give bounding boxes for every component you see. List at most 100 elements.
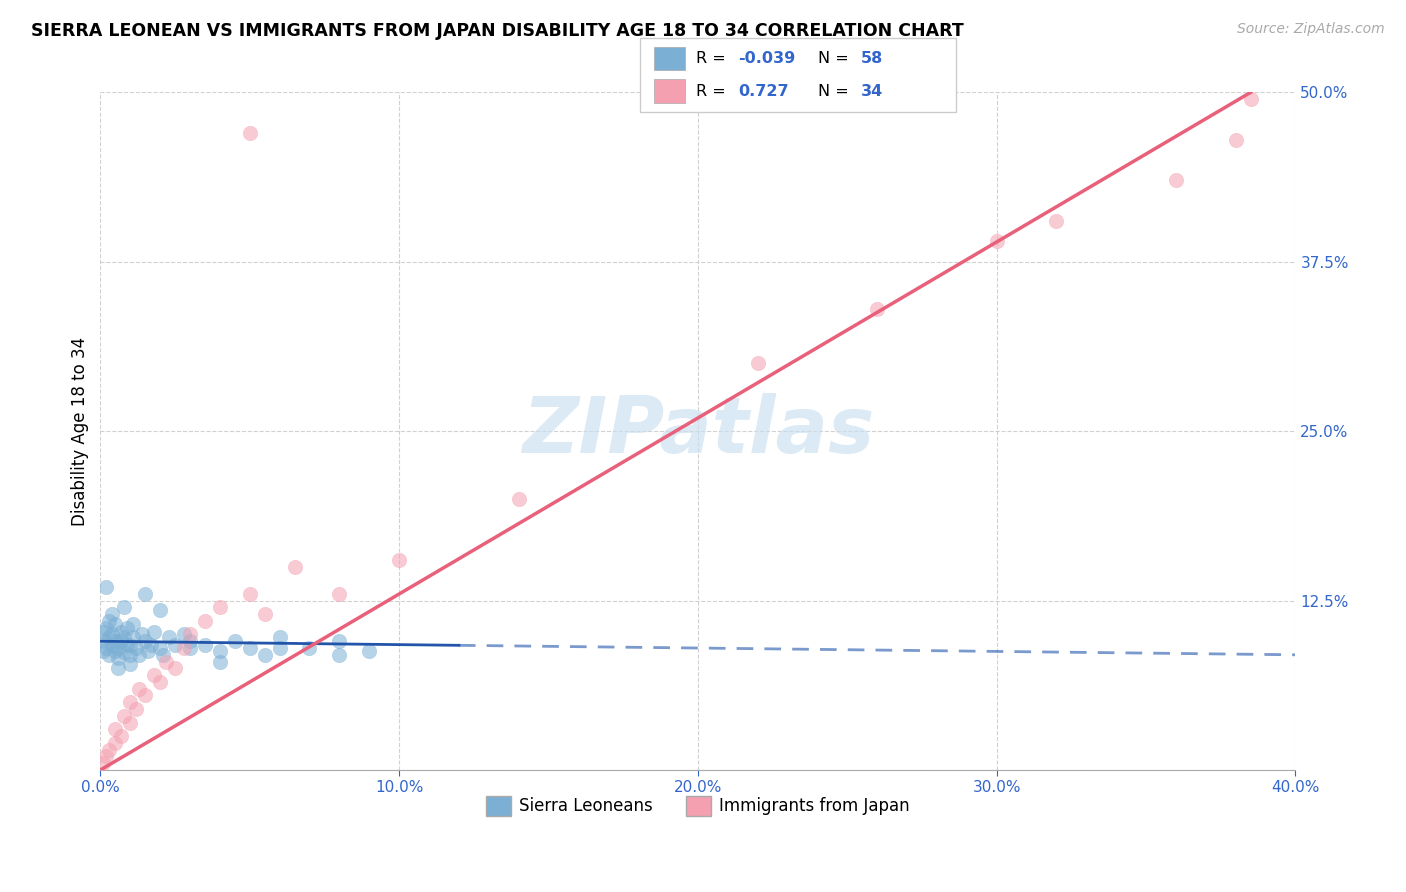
Point: [194, 614, 217, 628]
Point: [115, 621, 138, 635]
Point: [155, 655, 177, 669]
Point: [139, 638, 162, 652]
Point: [125, 702, 148, 716]
Point: [101, 627, 124, 641]
Point: [149, 603, 172, 617]
Point: [120, 638, 142, 652]
Point: [107, 650, 129, 665]
Point: [96, 749, 118, 764]
Point: [1045, 214, 1067, 228]
Point: [328, 587, 350, 601]
Point: [112, 708, 135, 723]
Text: N =: N =: [818, 84, 855, 98]
Y-axis label: Disability Age 18 to 34: Disability Age 18 to 34: [72, 336, 89, 525]
Point: [143, 624, 166, 639]
Point: [98, 614, 121, 628]
Point: [110, 634, 132, 648]
Point: [253, 607, 276, 621]
Point: [107, 661, 129, 675]
Point: [149, 640, 172, 655]
Point: [173, 640, 195, 655]
Point: [96, 580, 118, 594]
Point: [91, 624, 114, 639]
Point: [112, 600, 135, 615]
Point: [1164, 173, 1187, 187]
Point: [328, 634, 350, 648]
Point: [104, 616, 127, 631]
Point: [128, 681, 150, 696]
Point: [143, 668, 166, 682]
Point: [125, 640, 148, 655]
Point: [283, 559, 305, 574]
Point: [91, 644, 114, 658]
Text: 0.727: 0.727: [738, 84, 789, 98]
Point: [134, 634, 156, 648]
Point: [112, 630, 135, 644]
Point: [110, 729, 132, 743]
Text: 58: 58: [860, 52, 883, 66]
Point: [134, 587, 156, 601]
Point: [149, 674, 172, 689]
Point: [179, 627, 201, 641]
Point: [101, 607, 124, 621]
Text: N =: N =: [818, 52, 855, 66]
Point: [208, 600, 231, 615]
Point: [101, 638, 124, 652]
Point: [359, 644, 381, 658]
Point: [239, 126, 262, 140]
Point: [128, 648, 150, 662]
Point: [122, 630, 145, 644]
Point: [163, 638, 186, 652]
Point: [179, 640, 201, 655]
Point: [986, 235, 1008, 249]
Point: [269, 640, 291, 655]
Point: [98, 630, 121, 644]
Point: [136, 644, 159, 658]
Point: [388, 553, 411, 567]
Point: [104, 634, 127, 648]
Text: -0.039: -0.039: [738, 52, 796, 66]
Point: [104, 736, 127, 750]
Point: [173, 627, 195, 641]
Point: [866, 302, 889, 317]
Point: [98, 742, 121, 756]
Point: [1240, 92, 1263, 106]
Point: [253, 648, 276, 662]
Text: Source: ZipAtlas.com: Source: ZipAtlas.com: [1237, 22, 1385, 37]
Point: [194, 638, 217, 652]
Point: [112, 645, 135, 659]
Point: [120, 657, 142, 672]
Point: [269, 630, 291, 644]
Point: [120, 715, 142, 730]
Text: SIERRA LEONEAN VS IMMIGRANTS FROM JAPAN DISABILITY AGE 18 TO 34 CORRELATION CHAR: SIERRA LEONEAN VS IMMIGRANTS FROM JAPAN …: [31, 22, 963, 40]
Point: [91, 634, 114, 648]
Point: [239, 640, 262, 655]
Text: R =: R =: [696, 84, 731, 98]
Point: [120, 648, 142, 662]
Point: [508, 491, 530, 506]
Point: [107, 640, 129, 655]
Point: [152, 648, 174, 662]
Point: [122, 616, 145, 631]
Point: [120, 695, 142, 709]
Point: [98, 648, 121, 662]
Point: [747, 356, 769, 370]
Point: [96, 621, 118, 635]
Point: [239, 587, 262, 601]
Point: [96, 640, 118, 655]
Point: [163, 661, 186, 675]
Point: [157, 630, 180, 644]
Point: [104, 723, 127, 737]
Point: [110, 624, 132, 639]
Legend: Sierra Leoneans, Immigrants from Japan: Sierra Leoneans, Immigrants from Japan: [479, 789, 917, 822]
Text: R =: R =: [696, 52, 731, 66]
Text: 34: 34: [860, 84, 883, 98]
Point: [298, 640, 321, 655]
Point: [208, 644, 231, 658]
Point: [134, 689, 156, 703]
Point: [131, 627, 153, 641]
Point: [91, 756, 114, 771]
Text: ZIPatlas: ZIPatlas: [522, 393, 875, 469]
Point: [115, 638, 138, 652]
Point: [179, 634, 201, 648]
